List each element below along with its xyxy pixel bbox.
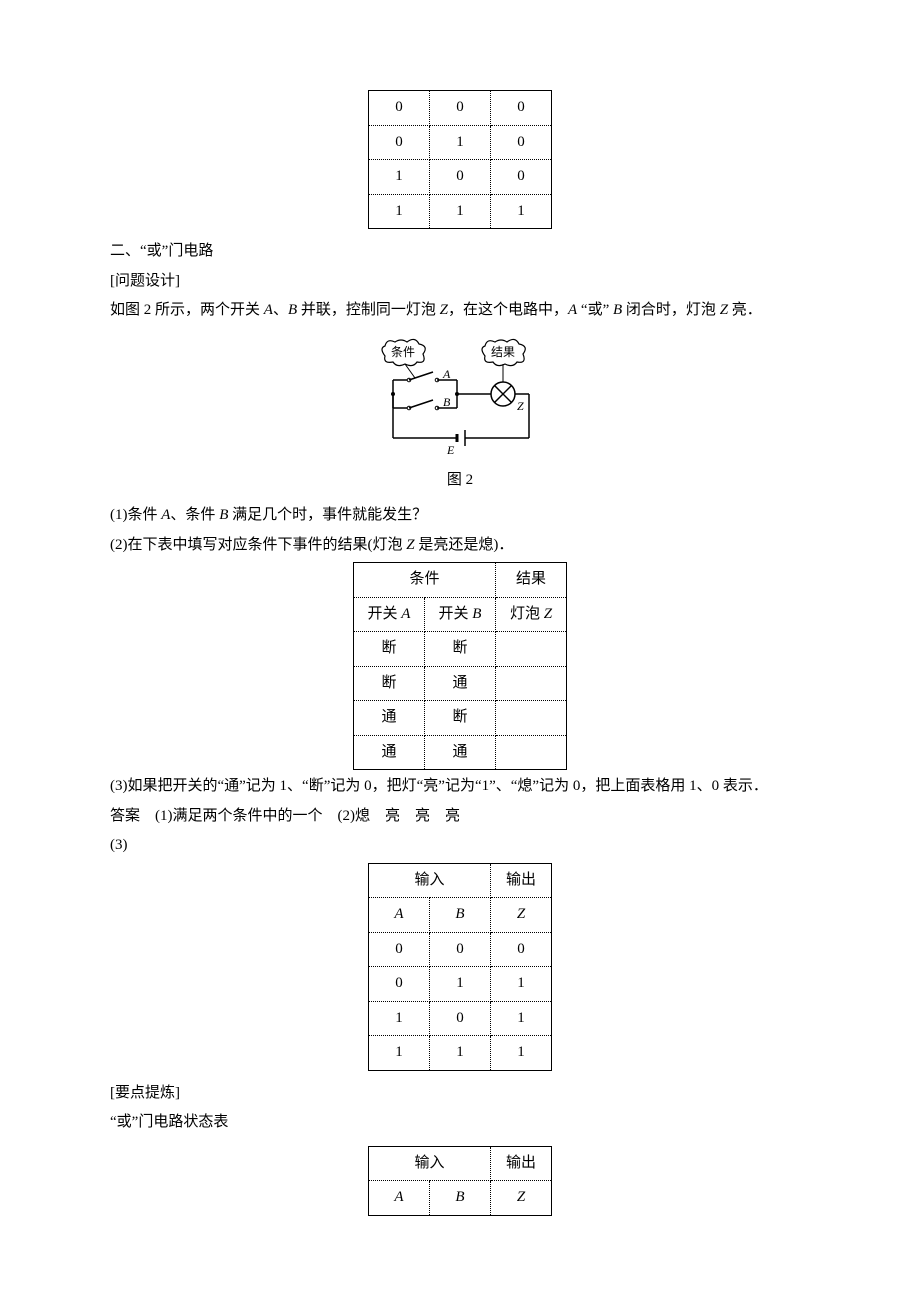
table-row: 输入 输出 <box>369 1146 552 1181</box>
table-row: 输入 输出 <box>369 863 552 898</box>
table-row: 通通 <box>354 735 567 770</box>
figure2-wrap: 条件 结果 A B <box>110 334 810 464</box>
label-lamp-z: Z <box>517 399 524 413</box>
question-3: (3)如果把开关的“通”记为 1、“断”记为 0，把灯“亮”记为“1”、“熄”记… <box>110 774 810 800</box>
figure2-caption: 图 2 <box>110 468 810 494</box>
table1-wrap: 000 010 100 111 <box>110 90 810 229</box>
table-row: A B Z <box>369 898 552 933</box>
label-battery-e: E <box>446 443 455 457</box>
table3: 输入 输出 A B Z 000 011 101 111 <box>368 863 552 1071</box>
label-switch-a: A <box>442 367 451 381</box>
answer-part3: (3) <box>110 833 810 859</box>
table4: 输入 输出 A B Z <box>368 1146 552 1216</box>
table-row: A B Z <box>369 1181 552 1216</box>
summary-heading: [要点提炼] <box>110 1081 810 1107</box>
subheading-question-design: [问题设计] <box>110 269 810 295</box>
table3-wrap: 输入 输出 A B Z 000 011 101 111 <box>110 863 810 1071</box>
table-row: 开关 A 开关 B 灯泡 Z <box>354 597 567 632</box>
section-heading: 二、“或”门电路 <box>110 239 810 265</box>
answer-label: 答案 <box>110 808 140 824</box>
table-row: 101 <box>369 1001 552 1036</box>
table4-wrap: 输入 输出 A B Z <box>110 1146 810 1216</box>
table2-wrap: 条件 结果 开关 A 开关 B 灯泡 Z 断断 断通 通断 通通 <box>110 562 810 770</box>
table-row: 000 <box>369 932 552 967</box>
table-row: 断断 <box>354 632 567 667</box>
label-switch-b: B <box>443 395 451 409</box>
label-result: 结果 <box>491 345 515 359</box>
question-1: (1)条件 A、条件 B 满足几个时，事件就能发生？ <box>110 503 810 529</box>
figure2-circuit-diagram: 条件 结果 A B <box>365 334 555 464</box>
table2: 条件 结果 开关 A 开关 B 灯泡 Z 断断 断通 通断 通通 <box>353 562 567 770</box>
table-row: 通断 <box>354 701 567 736</box>
intro-paragraph: 如图 2 所示，两个开关 A、B 并联，控制同一灯泡 Z，在这个电路中，A “或… <box>110 298 810 324</box>
table-row: 111 <box>369 194 552 229</box>
table-row: 断通 <box>354 666 567 701</box>
table-row: 111 <box>369 1036 552 1071</box>
table-row: 011 <box>369 967 552 1002</box>
table-row: 100 <box>369 160 552 195</box>
table-row: 010 <box>369 125 552 160</box>
table-row: 条件 结果 <box>354 563 567 598</box>
question-2: (2)在下表中填写对应条件下事件的结果(灯泡 Z 是亮还是熄)． <box>110 533 810 559</box>
cloud-result: 结果 <box>482 339 525 365</box>
cloud-condition: 条件 <box>382 339 425 365</box>
table-row: 000 <box>369 91 552 126</box>
label-condition: 条件 <box>391 345 415 359</box>
table1: 000 010 100 111 <box>368 90 552 229</box>
answer-line: 答案(1)满足两个条件中的一个(2)熄 亮 亮 亮 <box>110 804 810 830</box>
summary-line: “或”门电路状态表 <box>110 1110 810 1136</box>
